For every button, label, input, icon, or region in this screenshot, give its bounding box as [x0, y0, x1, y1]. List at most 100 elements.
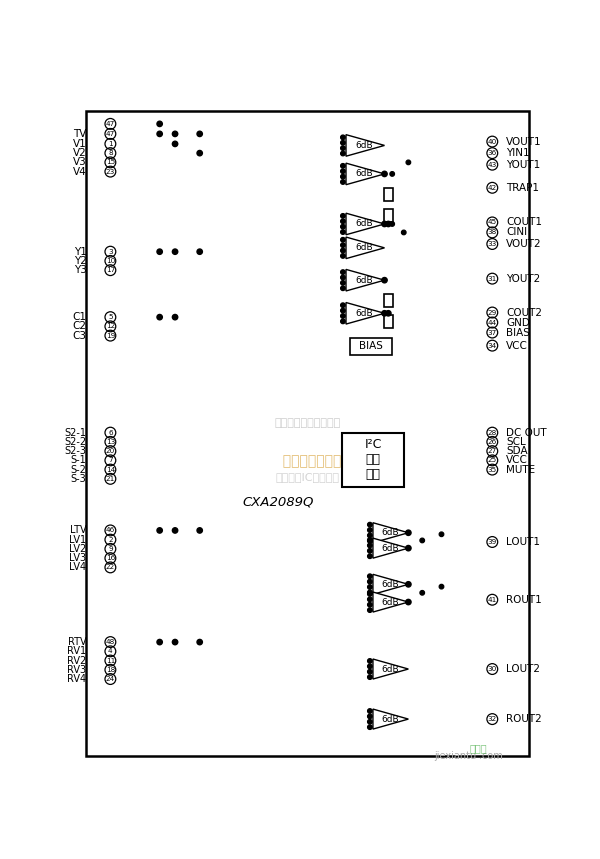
Bar [350, 338, 392, 355]
Circle shape [341, 224, 345, 229]
Text: 25: 25 [488, 457, 497, 463]
Circle shape [368, 579, 372, 584]
Circle shape [368, 590, 372, 594]
Circle shape [341, 163, 345, 168]
Text: 6dB: 6dB [356, 276, 373, 284]
Bar [384, 209, 393, 222]
Text: 6: 6 [108, 430, 113, 436]
Text: 19: 19 [106, 332, 115, 338]
Circle shape [157, 527, 163, 533]
Text: 2: 2 [108, 537, 113, 543]
Text: 全球最大IC采购网站: 全球最大IC采购网站 [275, 472, 340, 482]
Circle shape [406, 160, 410, 165]
Text: 6dB: 6dB [356, 141, 373, 150]
Circle shape [386, 222, 391, 227]
Text: C3: C3 [73, 331, 86, 341]
Bar [384, 294, 393, 308]
Text: 7: 7 [108, 457, 113, 463]
Circle shape [368, 725, 372, 729]
Text: GND: GND [506, 318, 530, 327]
Circle shape [157, 131, 163, 137]
Circle shape [341, 281, 345, 285]
Text: 23: 23 [106, 168, 115, 174]
Circle shape [382, 171, 387, 177]
Text: LV2: LV2 [69, 544, 86, 554]
Text: 11: 11 [106, 657, 115, 663]
Text: 41: 41 [488, 597, 497, 603]
Polygon shape [346, 163, 385, 185]
Text: 24: 24 [106, 676, 115, 682]
Circle shape [197, 150, 202, 155]
Text: 6dB: 6dB [356, 308, 373, 318]
Text: 13: 13 [106, 439, 115, 445]
Circle shape [401, 230, 406, 235]
Circle shape [341, 214, 345, 218]
Circle shape [341, 270, 345, 274]
Circle shape [341, 248, 345, 253]
Text: LV3: LV3 [70, 553, 86, 564]
Text: YOUT2: YOUT2 [506, 274, 541, 283]
Text: VCC: VCC [506, 455, 528, 466]
Circle shape [368, 538, 372, 542]
Circle shape [368, 574, 372, 579]
Circle shape [341, 237, 345, 242]
Text: 8: 8 [108, 150, 113, 156]
Polygon shape [346, 302, 385, 324]
Text: 27: 27 [488, 448, 497, 454]
Text: jiexiantu: jiexiantu [434, 751, 477, 761]
Text: I²C: I²C [364, 438, 382, 451]
Text: 22: 22 [106, 564, 115, 570]
Circle shape [172, 527, 178, 533]
Text: 6dB: 6dB [381, 715, 399, 723]
Text: TRAP1: TRAP1 [506, 183, 539, 192]
Text: 12: 12 [106, 323, 115, 329]
Text: COUT2: COUT2 [506, 308, 542, 318]
Text: YIN1: YIN1 [506, 148, 530, 158]
Text: 45: 45 [488, 219, 497, 225]
Text: 30: 30 [488, 666, 497, 672]
Text: 17: 17 [106, 267, 115, 273]
Text: 总线: 总线 [365, 453, 380, 466]
Text: 6dB: 6dB [381, 598, 399, 606]
Text: Y1: Y1 [74, 247, 86, 257]
Text: 18: 18 [106, 667, 115, 673]
Polygon shape [373, 575, 409, 594]
Text: S2-1: S2-1 [65, 428, 86, 437]
Text: SDA: SDA [506, 446, 528, 456]
Text: 43: 43 [488, 161, 497, 168]
Polygon shape [346, 237, 385, 259]
Polygon shape [346, 213, 385, 235]
Polygon shape [373, 538, 409, 558]
Circle shape [341, 146, 345, 150]
Text: 47: 47 [106, 131, 115, 137]
Text: 杭州格索科技有限公司: 杭州格索科技有限公司 [274, 417, 341, 428]
Text: VCC: VCC [506, 341, 528, 350]
Text: 5: 5 [108, 314, 113, 320]
Polygon shape [373, 592, 409, 612]
Polygon shape [346, 270, 385, 291]
Text: 14: 14 [106, 466, 115, 472]
Text: S-3: S-3 [71, 474, 86, 484]
Text: VOUT2: VOUT2 [506, 239, 542, 249]
Circle shape [341, 308, 345, 313]
Text: 15: 15 [106, 160, 115, 166]
Circle shape [406, 600, 411, 605]
Circle shape [368, 543, 372, 548]
Bar [342, 433, 404, 486]
Text: 6dB: 6dB [381, 665, 399, 673]
Circle shape [390, 222, 395, 226]
Circle shape [197, 639, 202, 645]
Circle shape [382, 277, 387, 283]
Text: 44: 44 [488, 320, 497, 326]
Circle shape [368, 533, 372, 538]
Bar [384, 188, 393, 201]
Polygon shape [373, 659, 409, 679]
Text: 42: 42 [488, 185, 497, 191]
Circle shape [341, 135, 345, 140]
Circle shape [172, 131, 178, 137]
Circle shape [368, 675, 372, 679]
Text: 6dB: 6dB [356, 219, 373, 228]
Text: 10: 10 [106, 258, 115, 264]
Text: 桂花园: 桂花园 [469, 743, 487, 753]
Text: C2: C2 [73, 321, 86, 332]
